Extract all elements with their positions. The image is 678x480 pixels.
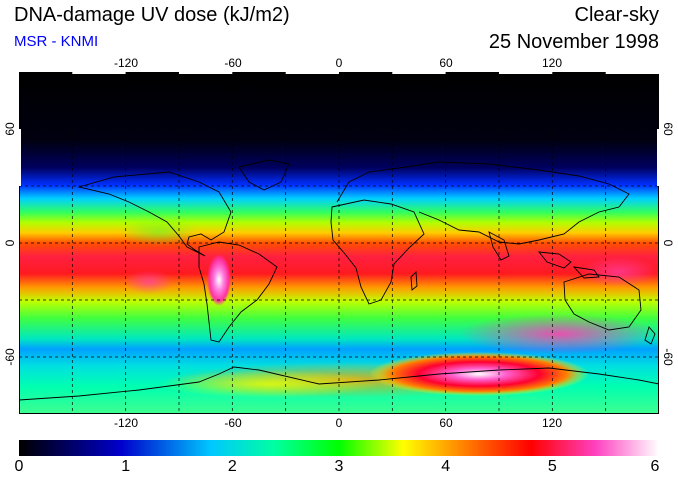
colorbar-tick-label: 0 [14, 458, 24, 475]
uv-high-region [124, 270, 174, 294]
lon-top-label: 60 [439, 56, 453, 70]
date-label: 25 November 1998 [488, 31, 659, 53]
colorbar-tick-label: 2 [227, 458, 237, 475]
lon-top-label: -60 [224, 56, 242, 70]
lon-top-label: 120 [541, 56, 563, 70]
uv-mid-region [159, 370, 379, 398]
lat-right-label: 0 [661, 239, 675, 247]
lon-bottom-label: 0 [335, 416, 343, 430]
lon-top-label: 0 [335, 56, 343, 70]
coastlines [19, 159, 659, 401]
map-title: DNA-damage UV dose (kJ/m2) [14, 4, 290, 26]
source-label: MSR - KNMI [14, 33, 99, 50]
colorbar-tick-label: 3 [334, 458, 344, 475]
lat-right-label: 60 [661, 122, 675, 136]
lon-bottom-label: 60 [439, 416, 453, 430]
lat-left-label: -60 [3, 348, 17, 366]
lat-left-label: 0 [3, 239, 17, 247]
lon-bottom-label: 120 [541, 416, 563, 430]
colorbar [19, 440, 659, 456]
frame-ticks [19, 72, 659, 186]
uv-high-region [579, 257, 659, 287]
sky-condition-label: Clear-sky [574, 4, 659, 26]
uv-dose-map [19, 72, 659, 414]
colorbar-tick-label: 4 [441, 458, 451, 475]
lon-bottom-label: -60 [224, 416, 242, 430]
uv-mid-region [119, 218, 199, 246]
lon-top-label: -120 [113, 56, 139, 70]
colorbar-tick-label: 6 [650, 458, 660, 475]
uv-maximum-antarctic [369, 352, 589, 396]
uv-high-region [459, 314, 659, 354]
graticule [19, 72, 659, 414]
uv-maximum-andes [207, 254, 231, 306]
lat-right-label: -60 [661, 348, 675, 366]
colorbar-tick-label: 1 [121, 458, 131, 475]
lon-bottom-label: -120 [113, 416, 139, 430]
colorbar-tick-label: 5 [547, 458, 557, 475]
lat-left-label: 60 [3, 122, 17, 136]
